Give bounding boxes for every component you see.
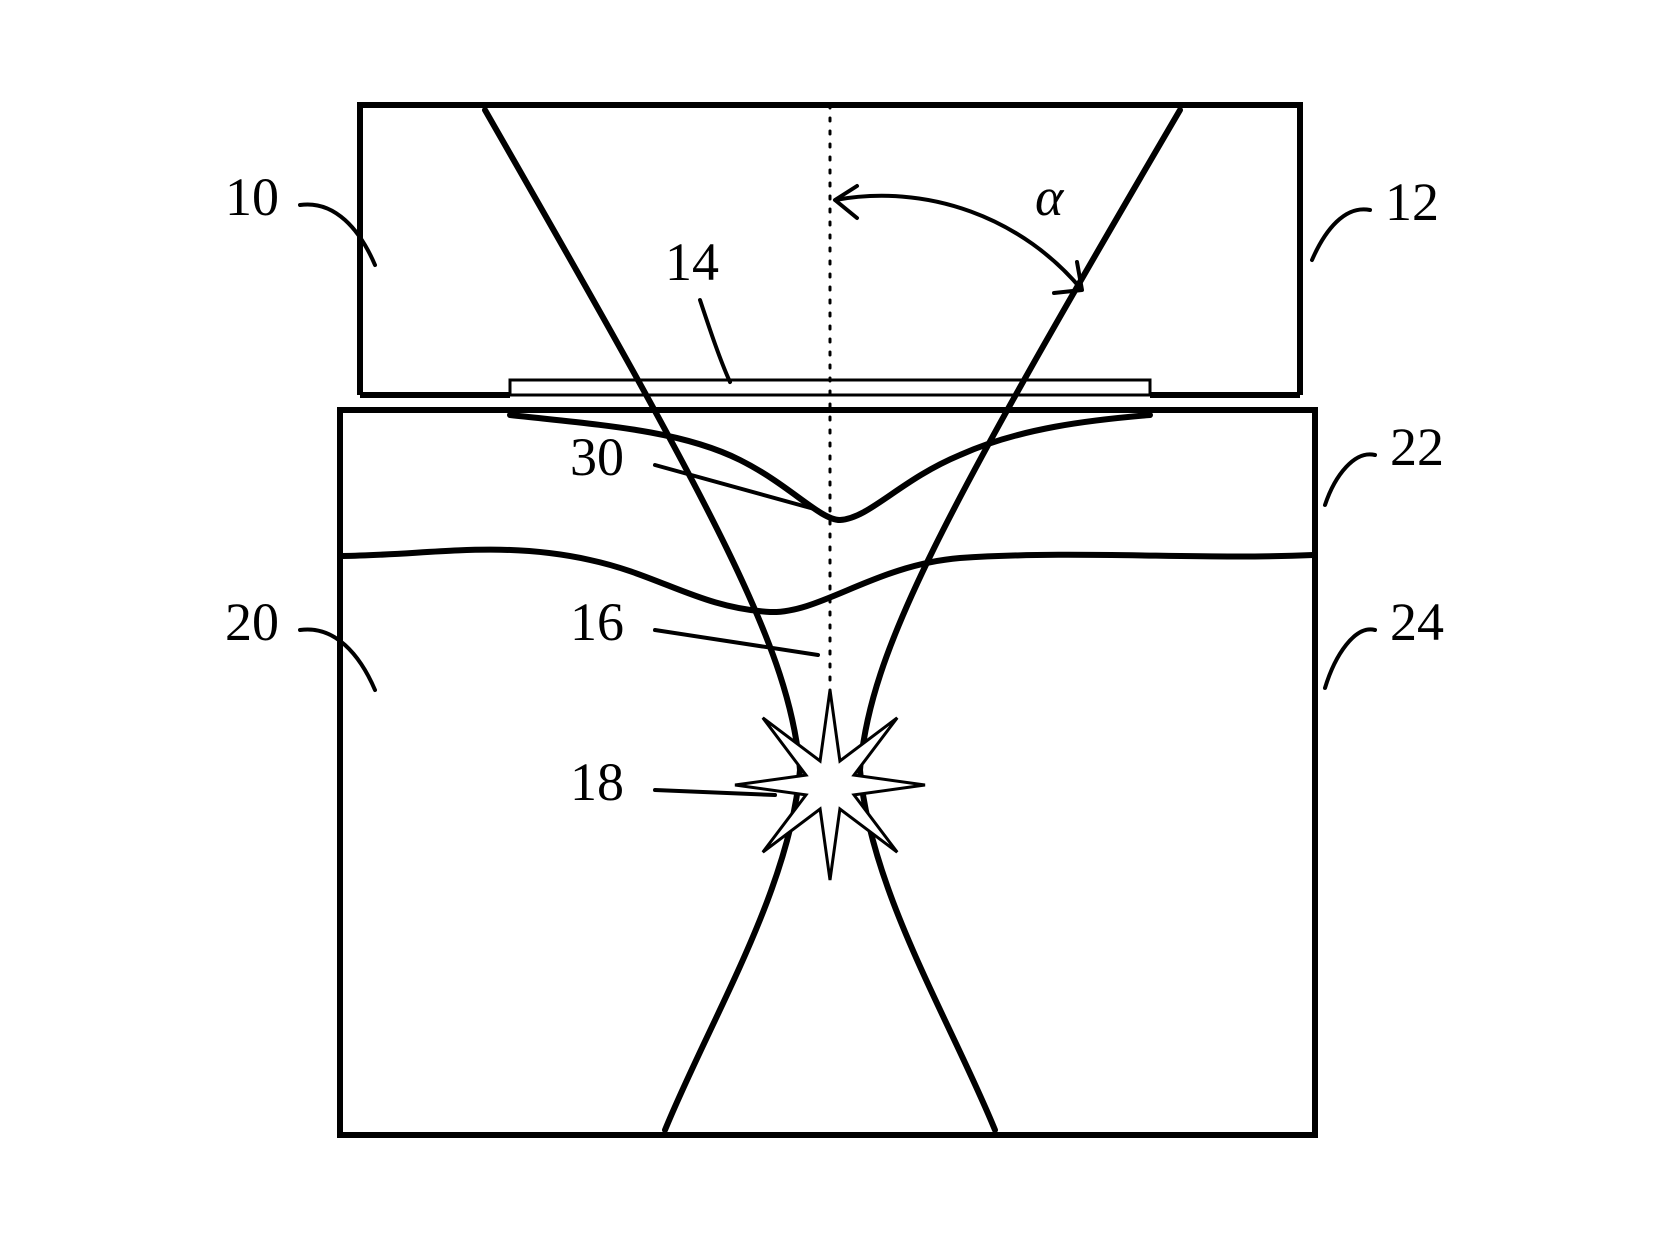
tissue-surface	[342, 550, 1313, 612]
focal-starburst	[735, 690, 925, 880]
label-L22: 22	[1390, 417, 1444, 477]
leader-L16	[655, 630, 818, 655]
leader-L30	[655, 465, 818, 510]
leader-L12	[1312, 209, 1370, 260]
leader-L10	[300, 204, 375, 265]
leader-L18	[655, 790, 775, 795]
label-L14: 14	[665, 232, 719, 292]
beam-envelope-left	[485, 110, 800, 1130]
label-L16: 16	[570, 592, 624, 652]
angle-arrow-left	[835, 186, 857, 218]
label-L24: 24	[1390, 592, 1444, 652]
label-L30: 30	[570, 427, 624, 487]
leader-L22	[1325, 454, 1375, 505]
label-L18: 18	[570, 752, 624, 812]
beam-envelope-right	[860, 110, 1180, 1130]
label-L10: 10	[225, 167, 279, 227]
leader-L14	[700, 300, 730, 382]
label-alpha: α	[1035, 167, 1065, 227]
leader-L24	[1325, 629, 1375, 688]
label-L20: 20	[225, 592, 279, 652]
label-L12: 12	[1385, 172, 1439, 232]
